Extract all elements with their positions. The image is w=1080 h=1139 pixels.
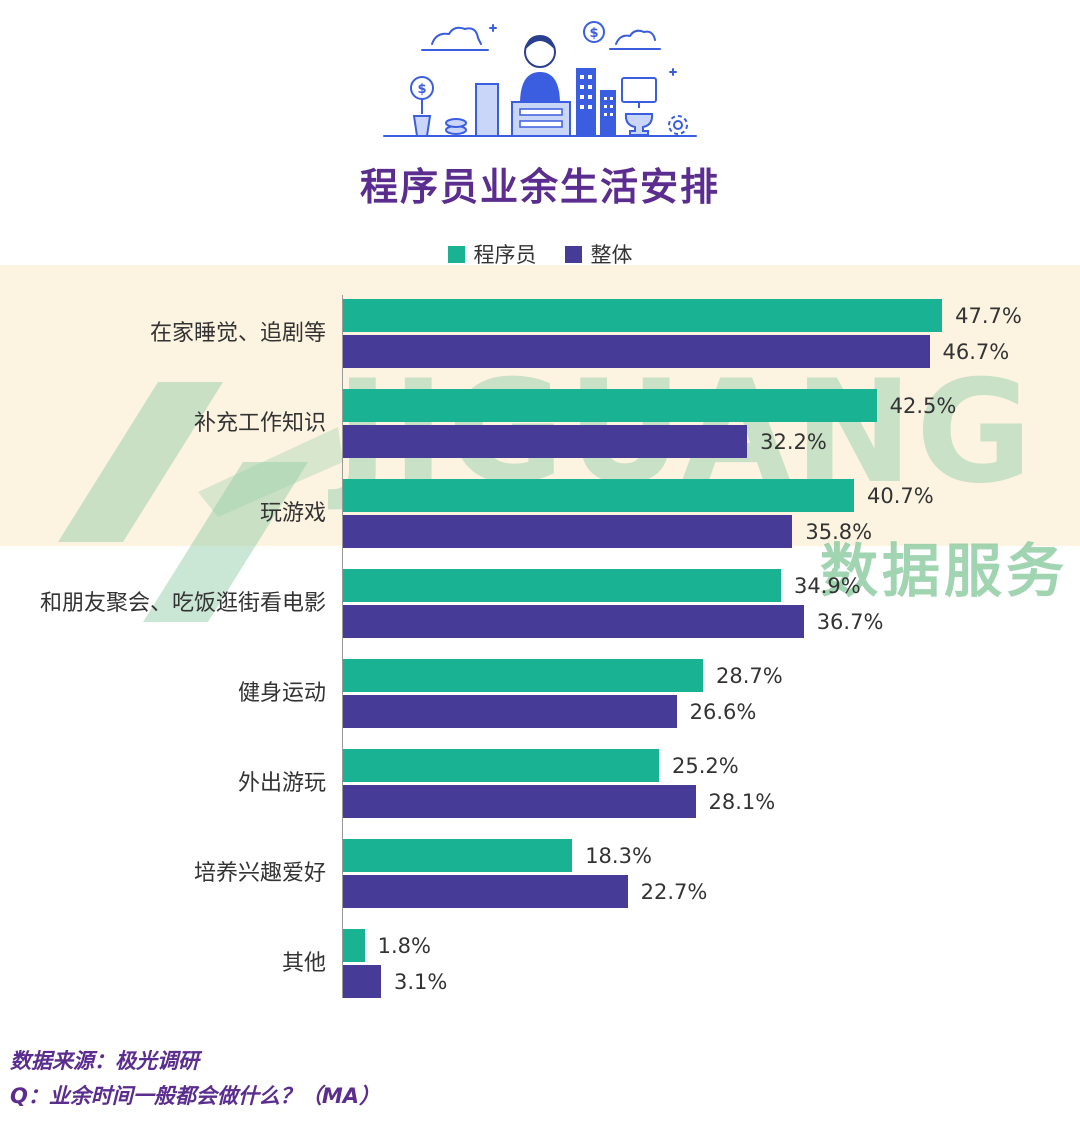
bar-整体: [342, 875, 628, 908]
value-label: 25.2%: [672, 753, 739, 778]
legend-label: 整体: [590, 243, 633, 267]
category-label: 其他: [281, 950, 326, 976]
footer-notes: 数据来源：极光调研 Q：业余时间一般都会做什么？（MA）: [10, 1044, 380, 1113]
value-label: 42.5%: [889, 393, 957, 418]
bar-row: 18.3%: [342, 839, 707, 872]
person-figure: [520, 35, 560, 104]
bar-pair: 25.2% 28.1%: [342, 749, 775, 818]
chart-group: 在家睡觉、追剧等 47.7% 46.7%: [0, 299, 1080, 368]
bar-row: 36.7%: [342, 605, 883, 638]
bar-pair: 47.7% 46.7%: [342, 299, 1022, 368]
bar-程序员: [342, 479, 854, 512]
page-title: 程序员业余生活安排: [359, 165, 720, 209]
chart-group: 培养兴趣爱好 18.3% 22.7%: [0, 839, 1080, 908]
chart-group: 其他 1.8% 3.1%: [0, 929, 1080, 998]
chart-group: 玩游戏 40.7% 35.8%: [0, 479, 1080, 548]
bar-row: 3.1%: [342, 965, 447, 998]
value-label: 40.7%: [867, 483, 934, 508]
value-label: 35.8%: [805, 519, 873, 544]
chart-legend: 程序员 整体: [0, 239, 1080, 269]
value-label: 36.7%: [816, 609, 884, 634]
chart-axis-line: [342, 295, 343, 998]
bar-程序员: [342, 299, 943, 332]
bar-row: 25.2%: [342, 749, 775, 782]
value-label: 28.1%: [708, 789, 776, 814]
bar-row: 42.5%: [342, 389, 956, 422]
bar-程序员: [342, 749, 659, 782]
value-label: 34.9%: [794, 573, 861, 598]
trophy-icon: [624, 113, 654, 136]
category-label: 健身运动: [237, 680, 326, 706]
legend-item: 程序员: [447, 239, 537, 269]
bar-pair: 34.9% 36.7%: [342, 569, 883, 638]
bar-程序员: [342, 659, 703, 692]
value-label: 47.7%: [955, 303, 1022, 328]
category-label: 在家睡觉、追剧等: [149, 320, 326, 346]
data-source-note: 数据来源：极光调研: [10, 1049, 199, 1073]
survey-question-note: Q：业余时间一般都会做什么？（MA）: [10, 1083, 381, 1108]
category-label: 培养兴趣爱好: [193, 860, 326, 886]
bar-row: 32.2%: [342, 425, 956, 458]
value-label: 32.2%: [760, 429, 827, 454]
chart-group: 外出游玩 25.2% 28.1%: [0, 749, 1080, 818]
bar-row: 34.9%: [342, 569, 883, 602]
printer-desk: [511, 101, 571, 137]
value-label: 3.1%: [394, 969, 448, 994]
bar-pair: 1.8% 3.1%: [342, 929, 447, 998]
building-light: [475, 83, 499, 137]
bar-程序员: [342, 839, 573, 872]
bar-row: 35.8%: [342, 515, 934, 548]
bar-pair: 28.7% 26.6%: [342, 659, 783, 728]
category-label: 玩游戏: [259, 500, 326, 526]
category-label: 补充工作知识: [193, 410, 326, 436]
value-label: 26.6%: [689, 699, 757, 724]
bar-pair: 40.7% 35.8%: [342, 479, 934, 548]
bar-row: 47.7%: [342, 299, 1022, 332]
chart-group: 健身运动 28.7% 26.6%: [0, 659, 1080, 728]
value-label: 1.8%: [377, 933, 431, 958]
category-label: 外出游玩: [237, 770, 326, 796]
bar-row: 22.7%: [342, 875, 707, 908]
svg-text:$: $: [417, 82, 426, 97]
value-label: 46.7%: [942, 339, 1010, 364]
value-label: 22.7%: [640, 879, 708, 904]
bar-整体: [342, 785, 696, 818]
bar-row: 1.8%: [342, 929, 447, 962]
bar-chart: 在家睡觉、追剧等 47.7% 46.7% 补充工作知识 42.5% 32.2% 玩游戏 40.…: [0, 295, 1080, 998]
bar-程序员: [342, 929, 365, 962]
bar-row: 40.7%: [342, 479, 934, 512]
legend-item: 整体: [564, 239, 633, 269]
bar-整体: [342, 605, 804, 638]
legend-label: 程序员: [473, 243, 537, 267]
bar-整体: [342, 335, 930, 368]
bar-row: 26.6%: [342, 695, 783, 728]
value-label: 28.7%: [716, 663, 783, 688]
monitor-icon: [621, 77, 657, 108]
dollar-coin-icon: $: [583, 21, 605, 43]
bar-整体: [342, 695, 677, 728]
legend-swatch: [447, 245, 465, 263]
bar-程序员: [342, 569, 781, 602]
bar-整体: [342, 965, 381, 998]
bar-整体: [342, 515, 793, 548]
bar-pair: 18.3% 22.7%: [342, 839, 707, 908]
category-label: 和朋友聚会、吃饭逛街看电影: [39, 590, 326, 616]
chart-group: 和朋友聚会、吃饭逛街看电影 34.9% 36.7%: [0, 569, 1080, 638]
bar-row: 28.1%: [342, 785, 775, 818]
bar-整体: [342, 425, 748, 458]
buildings-dark: [576, 68, 616, 136]
bar-row: 28.7%: [342, 659, 783, 692]
header-illustration: $ $: [0, 0, 1080, 152]
value-label: 18.3%: [585, 843, 652, 868]
chart-group: 补充工作知识 42.5% 32.2%: [0, 389, 1080, 458]
bar-程序员: [342, 389, 877, 422]
gear-icon: [668, 115, 688, 135]
legend-swatch: [564, 245, 582, 263]
bar-row: 46.7%: [342, 335, 1022, 368]
svg-text:$: $: [589, 26, 598, 41]
bar-pair: 42.5% 32.2%: [342, 389, 956, 458]
money-plant-icon: $: [410, 76, 467, 137]
